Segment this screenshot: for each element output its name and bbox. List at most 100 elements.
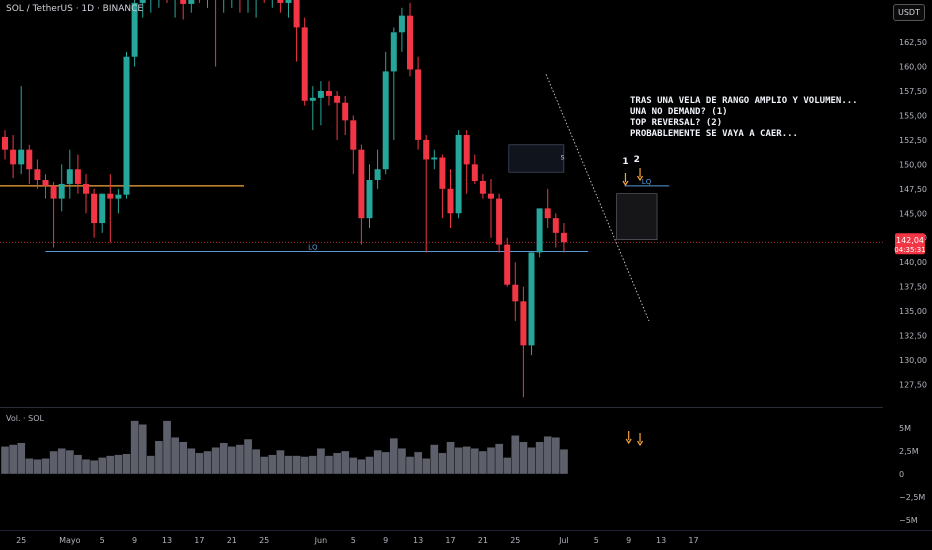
volume-bar xyxy=(341,450,350,475)
candle-body xyxy=(358,149,365,219)
volume-bar xyxy=(235,444,245,475)
candles-group xyxy=(2,0,567,398)
candle-body xyxy=(415,69,422,140)
price-tick-label: 160,00 xyxy=(899,63,927,72)
volume-bar xyxy=(187,448,196,475)
volume-bar xyxy=(462,446,472,475)
arrow-down-icon xyxy=(637,168,644,182)
time-tick-label: 25 xyxy=(510,536,520,545)
time-tick-label: 13 xyxy=(656,536,666,545)
candle-body xyxy=(18,149,25,165)
analysis-note: TRAS UNA VELA DE RANGO AMPLIO Y VOLUMEN.… xyxy=(630,96,858,140)
supply-box-label: S xyxy=(561,154,565,161)
volume-bar xyxy=(494,443,504,475)
price-tick-label: 162,50 xyxy=(899,38,927,47)
candle-body xyxy=(50,185,57,199)
volume-bar xyxy=(276,449,285,475)
price-axis[interactable]: 162,50 160,00 157,50 155,00 152,50 150,00 147,… xyxy=(899,38,927,389)
candle-body xyxy=(293,0,300,28)
volume-bar xyxy=(0,446,10,475)
price-tick-label: 145,00 xyxy=(899,209,927,218)
candle-body xyxy=(26,149,33,170)
volume-bar xyxy=(146,455,156,475)
arrow-down-icon xyxy=(625,431,632,445)
volume-bar xyxy=(470,448,480,475)
volume-bar xyxy=(422,458,431,475)
volume-bar xyxy=(503,457,512,475)
candle-body xyxy=(390,32,397,72)
volume-bar xyxy=(284,455,293,475)
candle-body xyxy=(366,180,373,219)
volume-bar xyxy=(41,458,50,475)
volume-bar xyxy=(519,441,528,475)
volume-bar xyxy=(373,449,382,475)
volume-bar xyxy=(478,450,488,475)
currency-button[interactable]: USDT xyxy=(893,4,925,21)
candle-countdown: 04:35:31 xyxy=(894,246,925,254)
volume-bar xyxy=(349,457,358,475)
volume-indicator-label[interactable]: Vol. · SOL xyxy=(6,414,44,423)
candle-body xyxy=(58,183,65,199)
time-tick-label: 25 xyxy=(259,536,269,545)
candle-body xyxy=(10,149,17,165)
time-tick-label: 9 xyxy=(626,536,631,545)
price-tick-label: 130,00 xyxy=(899,356,927,365)
volume-bar xyxy=(438,452,447,475)
time-tick-label: Jul xyxy=(558,536,569,545)
price-tick-label: 137,50 xyxy=(899,283,927,292)
arrow-down-icon xyxy=(637,433,644,447)
time-tick-label: 5 xyxy=(100,536,105,545)
volume-bar xyxy=(365,456,374,475)
candle-body xyxy=(512,284,519,302)
volume-bar xyxy=(486,447,496,475)
volume-bar xyxy=(381,451,391,475)
volume-bar xyxy=(251,448,261,475)
volume-tick-label: −5M xyxy=(899,516,918,525)
time-tick-label: 5 xyxy=(594,536,599,545)
candle-body xyxy=(34,169,41,181)
volume-tick-label: 5M xyxy=(899,424,911,433)
candle-body xyxy=(74,169,81,184)
price-tick-label: 157,50 xyxy=(899,87,927,96)
volume-bars-group xyxy=(0,420,569,475)
candle-body xyxy=(42,180,49,186)
volume-bar xyxy=(324,455,334,475)
volume-bar xyxy=(535,441,544,475)
volume-bar xyxy=(413,451,423,475)
volume-bar xyxy=(511,435,520,475)
symbol-title[interactable]: SOL / TetherUS · 1D · BINANCE xyxy=(6,4,144,14)
volume-bar xyxy=(49,450,58,475)
time-tick-label: 17 xyxy=(688,536,698,545)
volume-bar xyxy=(33,459,42,475)
volume-bar xyxy=(397,448,407,475)
time-axis[interactable]: 25 Mayo 5 9 13 17 21 25 Jun 5 9 13 17 21 25 Jul 5 9 13 17 xyxy=(0,530,932,546)
note-line: PROBABLEMENTE SE VAYA A CAER... xyxy=(630,129,798,139)
candle-body xyxy=(180,0,187,4)
arrow-head xyxy=(622,180,629,187)
volume-bar xyxy=(357,459,366,475)
volume-bar xyxy=(162,420,172,475)
volume-bar xyxy=(89,460,99,475)
volume-bar xyxy=(332,452,342,475)
volume-bar xyxy=(154,440,164,475)
time-tick-label: Mayo xyxy=(59,536,81,545)
candle-body xyxy=(544,208,551,219)
volume-tick-label: 2,5M xyxy=(899,447,919,456)
candle-body xyxy=(2,136,8,150)
candle-body xyxy=(131,2,138,57)
price-tick-label: 135,00 xyxy=(899,307,927,316)
price-tick-label: 140,00 xyxy=(899,258,927,267)
note-line: TOP REVERSAL? (2) xyxy=(630,118,723,128)
volume-bar xyxy=(527,447,536,475)
time-tick-label: 13 xyxy=(162,536,172,545)
time-tick-label: 17 xyxy=(194,536,204,545)
time-tick-label: 13 xyxy=(413,536,423,545)
candle-body xyxy=(188,0,195,4)
candle-body xyxy=(488,193,494,199)
candle-body xyxy=(115,194,122,199)
note-line: TRAS UNA VELA DE RANGO AMPLIO Y VOLUMEN.… xyxy=(630,96,858,106)
volume-bar xyxy=(551,437,561,475)
time-tick-label: 9 xyxy=(383,536,388,545)
candle-body xyxy=(309,97,316,101)
